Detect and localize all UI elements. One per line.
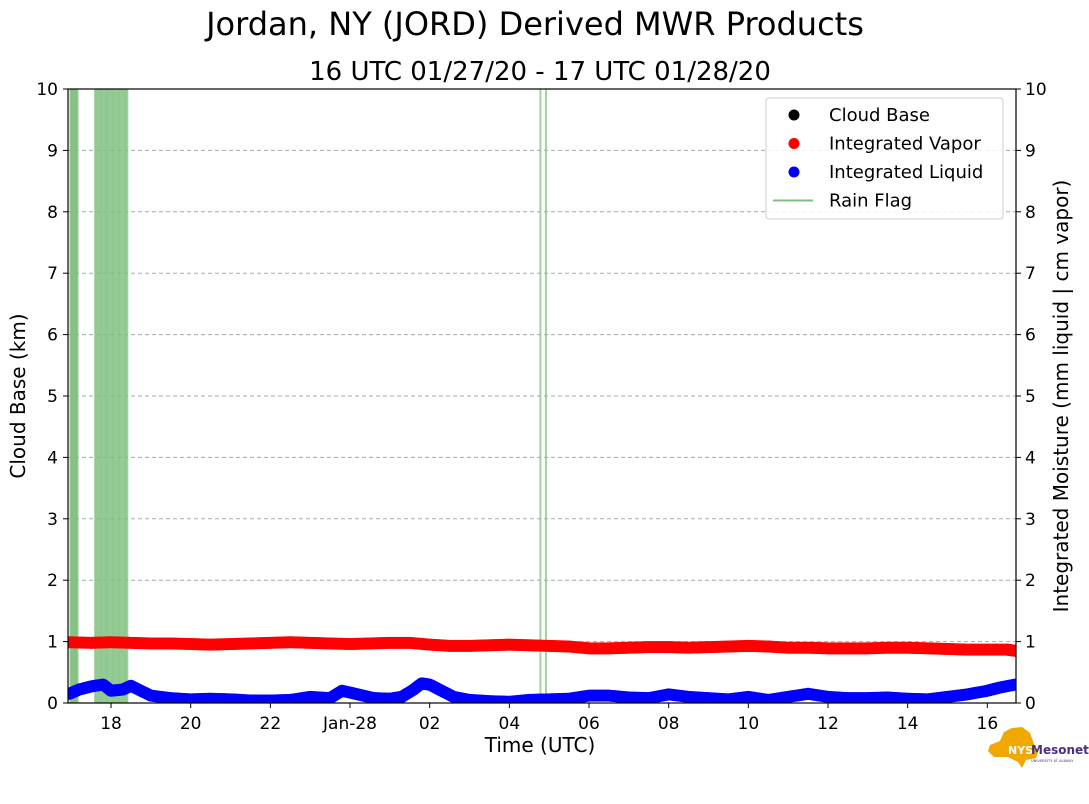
y-tick-label: 10 <box>36 80 58 100</box>
x-axis: 18 20 22 Jan-28 02 04 06 08 10 12 14 16 <box>100 703 998 734</box>
y-tick-label: 5 <box>47 387 58 407</box>
x-tick-label: 18 <box>100 714 122 734</box>
y-tick-label: 7 <box>47 264 58 284</box>
right-y-axis: 0 1 2 3 4 5 6 7 8 9 10 <box>1016 80 1047 714</box>
y-tick-label: 3 <box>47 510 58 530</box>
y-tick-label: 4 <box>47 448 58 468</box>
x-tick-label: Jan-28 <box>322 714 377 734</box>
right-y-tick-label: 1 <box>1025 633 1036 653</box>
series-layer <box>68 636 1016 703</box>
legend: Cloud Base Integrated Vapor Integrated Liq… <box>765 97 1004 220</box>
x-tick-label: 08 <box>658 714 680 734</box>
x-tick-label: 20 <box>180 714 202 734</box>
legend-dot-swatch <box>788 138 800 149</box>
right-y-tick-label: 8 <box>1025 203 1036 223</box>
grid <box>68 149 1016 643</box>
right-y-tick-label: 2 <box>1025 571 1036 591</box>
legend-label: Cloud Base <box>829 105 930 126</box>
x-axis-label: Time (UTC) <box>484 733 596 757</box>
legend-dot-swatch <box>788 166 800 178</box>
logo-subtext: UNIVERSITY AT ALBANY <box>1031 759 1074 763</box>
legend-label: Integrated Liquid <box>829 162 983 183</box>
right-y-axis-label: Integrated Moisture (mm liquid | cm vapo… <box>1049 180 1073 613</box>
chart-title: Jordan, NY (JORD) Derived MWR Products <box>204 5 864 43</box>
data-point <box>1009 678 1016 691</box>
x-tick-label: 02 <box>419 714 441 734</box>
legend-dot-swatch <box>788 109 800 121</box>
legend-entry: Cloud Base <box>788 105 930 126</box>
right-y-tick-label: 6 <box>1025 326 1036 346</box>
new-york-state-shape <box>988 727 1038 768</box>
legend-entry: Rain Flag <box>773 191 912 212</box>
x-tick-label: 16 <box>977 714 999 734</box>
y-tick-label: 0 <box>47 694 58 714</box>
legend-entry: Integrated Liquid <box>788 162 983 183</box>
right-y-tick-label: 10 <box>1025 80 1047 100</box>
right-y-tick-label: 7 <box>1025 264 1036 284</box>
right-y-tick-label: 0 <box>1025 694 1036 714</box>
right-y-tick-label: 4 <box>1025 448 1036 468</box>
right-y-tick-label: 3 <box>1025 510 1036 530</box>
series-integrated-liquid <box>68 677 1016 703</box>
x-tick-label: 04 <box>499 714 521 734</box>
right-y-tick-label: 5 <box>1025 387 1036 407</box>
y-tick-label: 8 <box>47 203 58 223</box>
x-tick-label: 10 <box>738 714 760 734</box>
logo-brand: NYS <box>1008 744 1033 757</box>
x-tick-label: 06 <box>578 714 600 734</box>
series-integrated-vapor <box>68 636 1016 657</box>
legend-frame <box>765 97 1004 220</box>
y-tick-label: 2 <box>47 571 58 591</box>
y-tick-label: 1 <box>47 633 58 653</box>
left-y-axis: 0 1 2 3 4 5 6 7 8 9 10 <box>36 80 68 714</box>
legend-label: Integrated Vapor <box>829 134 981 155</box>
y-tick-label: 9 <box>47 141 58 161</box>
logo-text: Mesonet <box>1031 743 1089 757</box>
right-y-tick-label: 9 <box>1025 141 1036 161</box>
chart-subtitle: 16 UTC 01/27/20 - 17 UTC 01/28/20 <box>309 57 771 87</box>
legend-entry: Integrated Vapor <box>788 134 981 155</box>
data-point <box>1009 644 1016 657</box>
x-tick-label: 12 <box>817 714 839 734</box>
y-tick-label: 6 <box>47 326 58 346</box>
rain-flag-layer <box>69 89 547 703</box>
legend-label: Rain Flag <box>829 191 912 212</box>
left-y-axis-label: Cloud Base (km) <box>6 313 30 478</box>
nys-mesonet-logo: NYS Mesonet UNIVERSITY AT ALBANY <box>988 727 1089 768</box>
x-tick-label: 14 <box>897 714 919 734</box>
x-tick-label: 22 <box>260 714 282 734</box>
